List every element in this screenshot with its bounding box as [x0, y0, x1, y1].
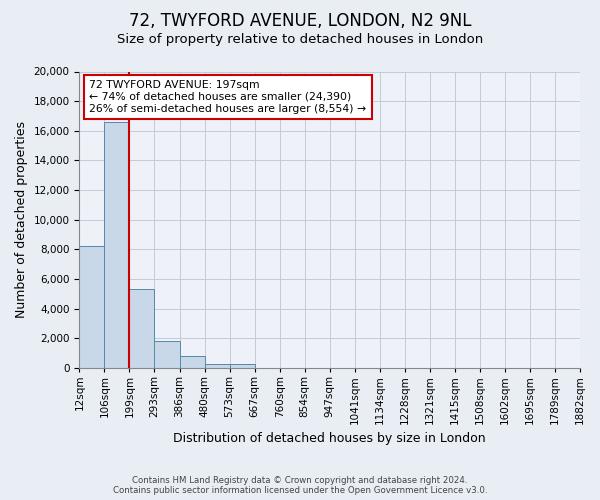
- Text: Size of property relative to detached houses in London: Size of property relative to detached ho…: [117, 32, 483, 46]
- Bar: [154, 340, 179, 368]
- Bar: [179, 356, 205, 368]
- Text: 72, TWYFORD AVENUE, LONDON, N2 9NL: 72, TWYFORD AVENUE, LONDON, N2 9NL: [129, 12, 471, 30]
- Text: 72 TWYFORD AVENUE: 197sqm
← 74% of detached houses are smaller (24,390)
26% of s: 72 TWYFORD AVENUE: 197sqm ← 74% of detac…: [89, 80, 367, 114]
- X-axis label: Distribution of detached houses by size in London: Distribution of detached houses by size …: [173, 432, 486, 445]
- Bar: [130, 290, 154, 368]
- Bar: [205, 364, 230, 368]
- Bar: [79, 246, 104, 368]
- Bar: [104, 122, 130, 368]
- Text: Contains HM Land Registry data © Crown copyright and database right 2024.
Contai: Contains HM Land Registry data © Crown c…: [113, 476, 487, 495]
- Bar: [230, 364, 254, 368]
- Y-axis label: Number of detached properties: Number of detached properties: [15, 121, 28, 318]
